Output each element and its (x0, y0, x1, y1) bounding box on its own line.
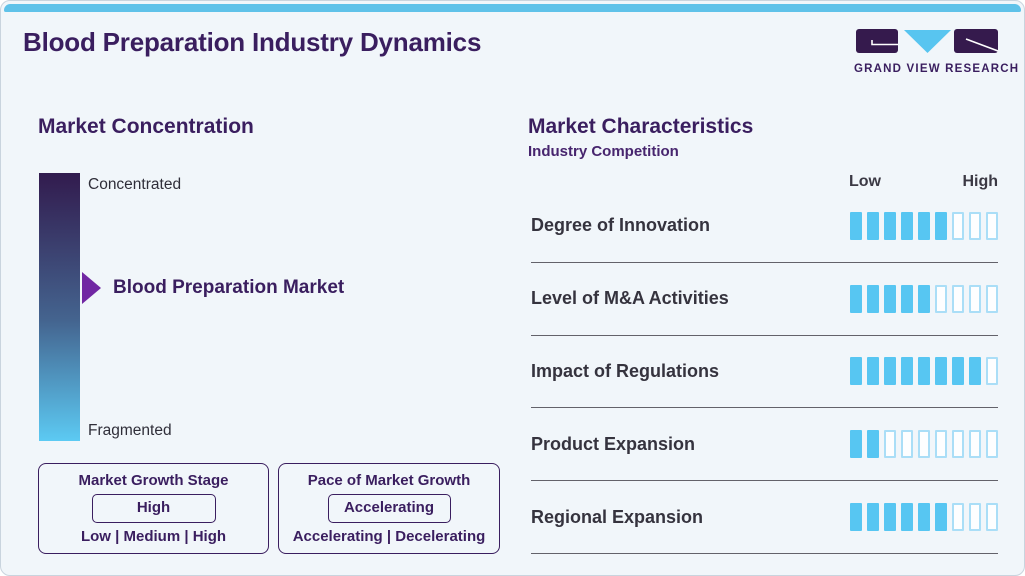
characteristic-row: Impact of Regulations (531, 336, 998, 409)
characteristic-row: Degree of Innovation (531, 190, 998, 263)
rating-bars (850, 503, 998, 532)
characteristic-label: Regional Expansion (531, 506, 704, 527)
characteristic-row: Level of M&A Activities (531, 263, 998, 336)
characteristic-label: Level of M&A Activities (531, 288, 729, 309)
logo-wordmark: GRAND VIEW RESEARCH (854, 63, 1020, 75)
scale-low-label: Low (849, 173, 881, 190)
gvr-logo-marks (856, 29, 999, 53)
growth-stage-title: Market Growth Stage (78, 472, 229, 489)
market-pointer-arrow-icon (82, 272, 101, 304)
rating-segment-filled (850, 284, 862, 313)
market-growth-stage-box: Market Growth Stage High Low | Medium | … (38, 463, 269, 554)
rating-segment-filled (935, 357, 947, 386)
rating-segment-filled (901, 284, 913, 313)
fragmented-label: Fragmented (88, 422, 172, 439)
page-title: Blood Preparation Industry Dynamics (23, 27, 482, 57)
scale-high-label: High (962, 173, 998, 190)
rating-segment-filled (884, 284, 896, 313)
rating-segment-empty (969, 430, 981, 459)
rating-segment-empty (986, 211, 998, 240)
rating-segment-filled (850, 211, 862, 240)
growth-stage-value: High (91, 494, 216, 523)
rating-segment-empty (969, 503, 981, 532)
rating-bars (850, 430, 998, 459)
rating-segment-filled (850, 430, 862, 459)
rating-segment-filled (867, 211, 879, 240)
logo-v-triangle-icon (904, 30, 951, 53)
rating-segment-empty (986, 503, 998, 532)
rating-segment-empty (952, 503, 964, 532)
rating-bars (850, 357, 998, 386)
rating-segment-empty (986, 284, 998, 313)
rating-segment-filled (918, 503, 930, 532)
pace-of-growth-title: Pace of Market Growth (307, 472, 471, 489)
rating-segment-filled (850, 503, 862, 532)
rating-segment-filled (935, 503, 947, 532)
top-accent-bar (4, 4, 1021, 12)
market-characteristics-heading: Market Characteristics (528, 115, 754, 138)
pace-of-growth-box: Pace of Market Growth Accelerating Accel… (278, 463, 500, 554)
rating-segment-filled (969, 357, 981, 386)
characteristic-label: Product Expansion (531, 433, 696, 454)
rating-segment-filled (918, 284, 930, 313)
rating-segment-filled (867, 357, 879, 386)
characteristic-label: Degree of Innovation (531, 215, 711, 236)
pace-of-growth-value: Accelerating (327, 494, 451, 523)
rating-segment-filled (935, 211, 947, 240)
rating-segment-filled (867, 284, 879, 313)
rating-segment-filled (850, 357, 862, 386)
rating-segment-empty (969, 284, 981, 313)
rating-segment-filled (884, 503, 896, 532)
rating-segment-empty (986, 357, 998, 386)
logo-r-stroke (965, 38, 999, 52)
characteristics-rows: Degree of Innovation Level of M&A Activi… (531, 190, 998, 554)
rating-segment-filled (901, 211, 913, 240)
concentrated-label: Concentrated (88, 176, 182, 193)
concentration-gradient-bar (39, 173, 80, 441)
rating-segment-empty (935, 430, 947, 459)
rating-segment-empty (952, 211, 964, 240)
pace-of-growth-options: Accelerating | Decelerating (292, 528, 486, 545)
rating-segment-filled (918, 357, 930, 386)
logo-g-block (856, 29, 898, 53)
rating-segment-filled (918, 211, 930, 240)
industry-competition-subtitle: Industry Competition (528, 143, 679, 160)
rating-segment-filled (867, 503, 879, 532)
rating-segment-empty (969, 211, 981, 240)
rating-segment-filled (884, 357, 896, 386)
grand-view-research-logo: GRAND VIEW RESEARCH (854, 28, 1020, 75)
rating-bars (850, 211, 998, 240)
rating-segment-empty (935, 284, 947, 313)
rating-scale-header: Low High (849, 173, 998, 191)
rating-segment-filled (901, 503, 913, 532)
rating-segment-filled (901, 357, 913, 386)
characteristic-label: Impact of Regulations (531, 360, 720, 381)
rating-segment-filled (867, 430, 879, 459)
rating-bars (850, 284, 998, 313)
rating-segment-empty (918, 430, 930, 459)
growth-stage-options: Low | Medium | High (80, 528, 227, 545)
characteristic-row: Product Expansion (531, 408, 998, 482)
rating-segment-filled (952, 357, 964, 386)
rating-segment-empty (884, 430, 896, 459)
characteristic-row: Regional Expansion (531, 481, 998, 554)
market-concentration-heading: Market Concentration (38, 115, 254, 138)
logo-g-stroke (871, 40, 898, 46)
market-pointer-label: Blood Preparation Market (113, 277, 345, 298)
rating-segment-empty (986, 430, 998, 459)
rating-segment-empty (952, 430, 964, 459)
logo-r-block (954, 29, 998, 53)
rating-segment-filled (884, 211, 896, 240)
rating-segment-empty (901, 430, 913, 459)
rating-segment-empty (952, 284, 964, 313)
